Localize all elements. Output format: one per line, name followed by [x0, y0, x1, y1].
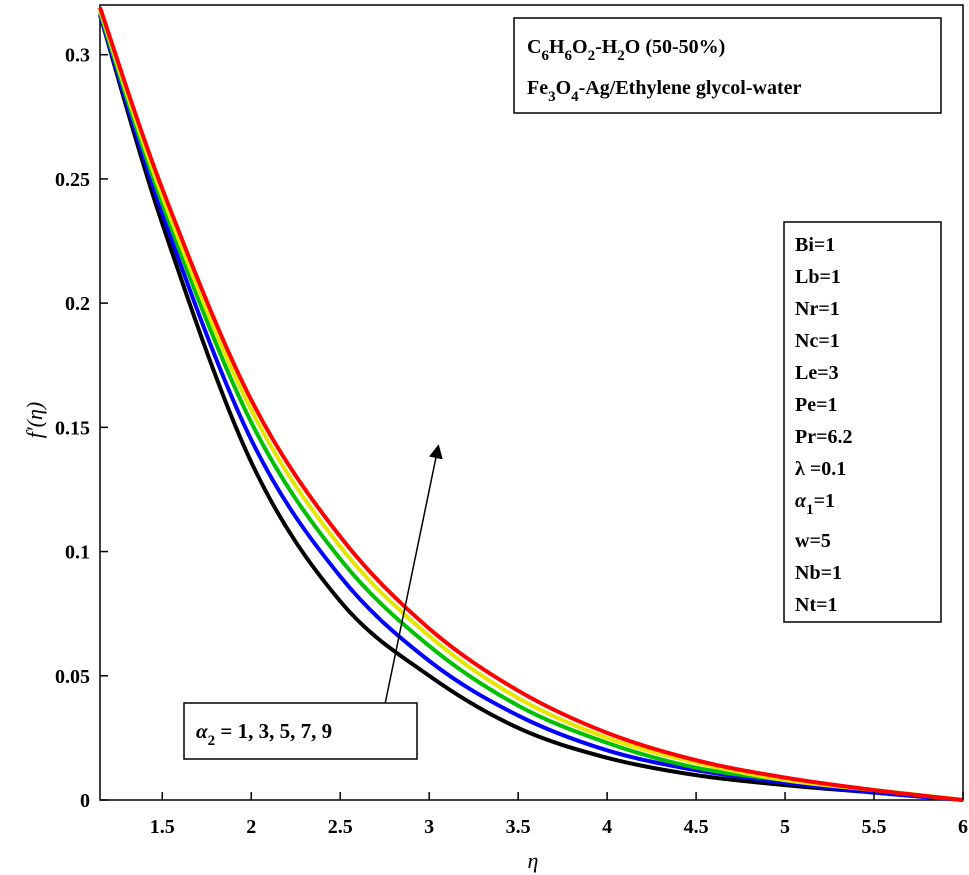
- param-alpha1: α1=1: [795, 490, 835, 518]
- param-nc: Nc=1: [795, 330, 840, 352]
- y-tick-label: 0.3: [65, 45, 90, 67]
- x-axis-title: η: [528, 848, 539, 873]
- y-tick-label: 0: [80, 790, 90, 812]
- series-layer: [98, 6, 964, 802]
- alpha2-label-box: [183, 702, 418, 760]
- series-line-5: [98, 6, 964, 802]
- alpha2-label: α2 = 1, 3, 5, 7, 9: [196, 719, 332, 749]
- x-tick-label: 4.5: [684, 816, 709, 838]
- legend-line-1: C6H6O2-H2O (50-50%): [527, 36, 725, 64]
- alpha2-annotation: α2 = 1, 3, 5, 7, 9: [183, 444, 443, 760]
- param-nb: Nb=1: [795, 562, 842, 584]
- legend-fluid-box-frame: [513, 17, 942, 114]
- param-nt: Nt=1: [795, 594, 838, 616]
- x-tick-label: 3.5: [506, 816, 531, 838]
- param-w: w=5: [795, 530, 831, 552]
- series-line-1: [98, 14, 964, 802]
- y-tick-label: 0.15: [55, 417, 90, 439]
- legend-fluid-box: C6H6O2-H2O (50-50%) Fe3O4-Ag/Ethylene gl…: [513, 17, 942, 114]
- y-tick-label: 0.1: [65, 542, 90, 564]
- param-nr: Nr=1: [795, 298, 840, 320]
- legend-line-2: Fe3O4-Ag/Ethylene glycol-water: [527, 77, 802, 105]
- x-tick-label: 2.5: [328, 816, 353, 838]
- ticks-layer: 1.5 2 2.5 3 3.5 4 4.5 5 5.5 6 0 0.05 0.1 0.15 0.2 0.25 0…: [55, 45, 968, 838]
- y-axis-title: f′(η): [22, 402, 47, 439]
- series-line-2: [98, 14, 964, 802]
- params-box: Bi=1 Lb=1 Nr=1 Nc=1 Le=3 Pe=1 Pr=6.2 λ =…: [783, 221, 942, 623]
- x-tick-label: 4: [602, 816, 612, 838]
- series-line-4: [98, 9, 964, 802]
- x-tick-label: 5: [780, 816, 790, 838]
- param-bi: Bi=1: [795, 234, 835, 256]
- x-tick-label: 1.5: [150, 816, 175, 838]
- x-tick-label: 6: [958, 816, 968, 838]
- param-pe: Pe=1: [795, 394, 838, 416]
- param-lambda: λ =0.1: [795, 458, 846, 480]
- x-tick-label: 2: [246, 816, 256, 838]
- x-tick-label: 3: [424, 816, 434, 838]
- x-tick-label: 5.5: [862, 816, 887, 838]
- param-le: Le=3: [795, 362, 839, 384]
- params-box-frame: [783, 221, 942, 623]
- y-tick-label: 0.2: [65, 293, 90, 315]
- y-tick-label: 0.25: [55, 169, 90, 191]
- y-tick-label: 0.05: [55, 666, 90, 688]
- alpha2-arrow: [383, 444, 443, 706]
- param-lb: Lb=1: [795, 266, 841, 288]
- param-pr: Pr=6.2: [795, 426, 853, 448]
